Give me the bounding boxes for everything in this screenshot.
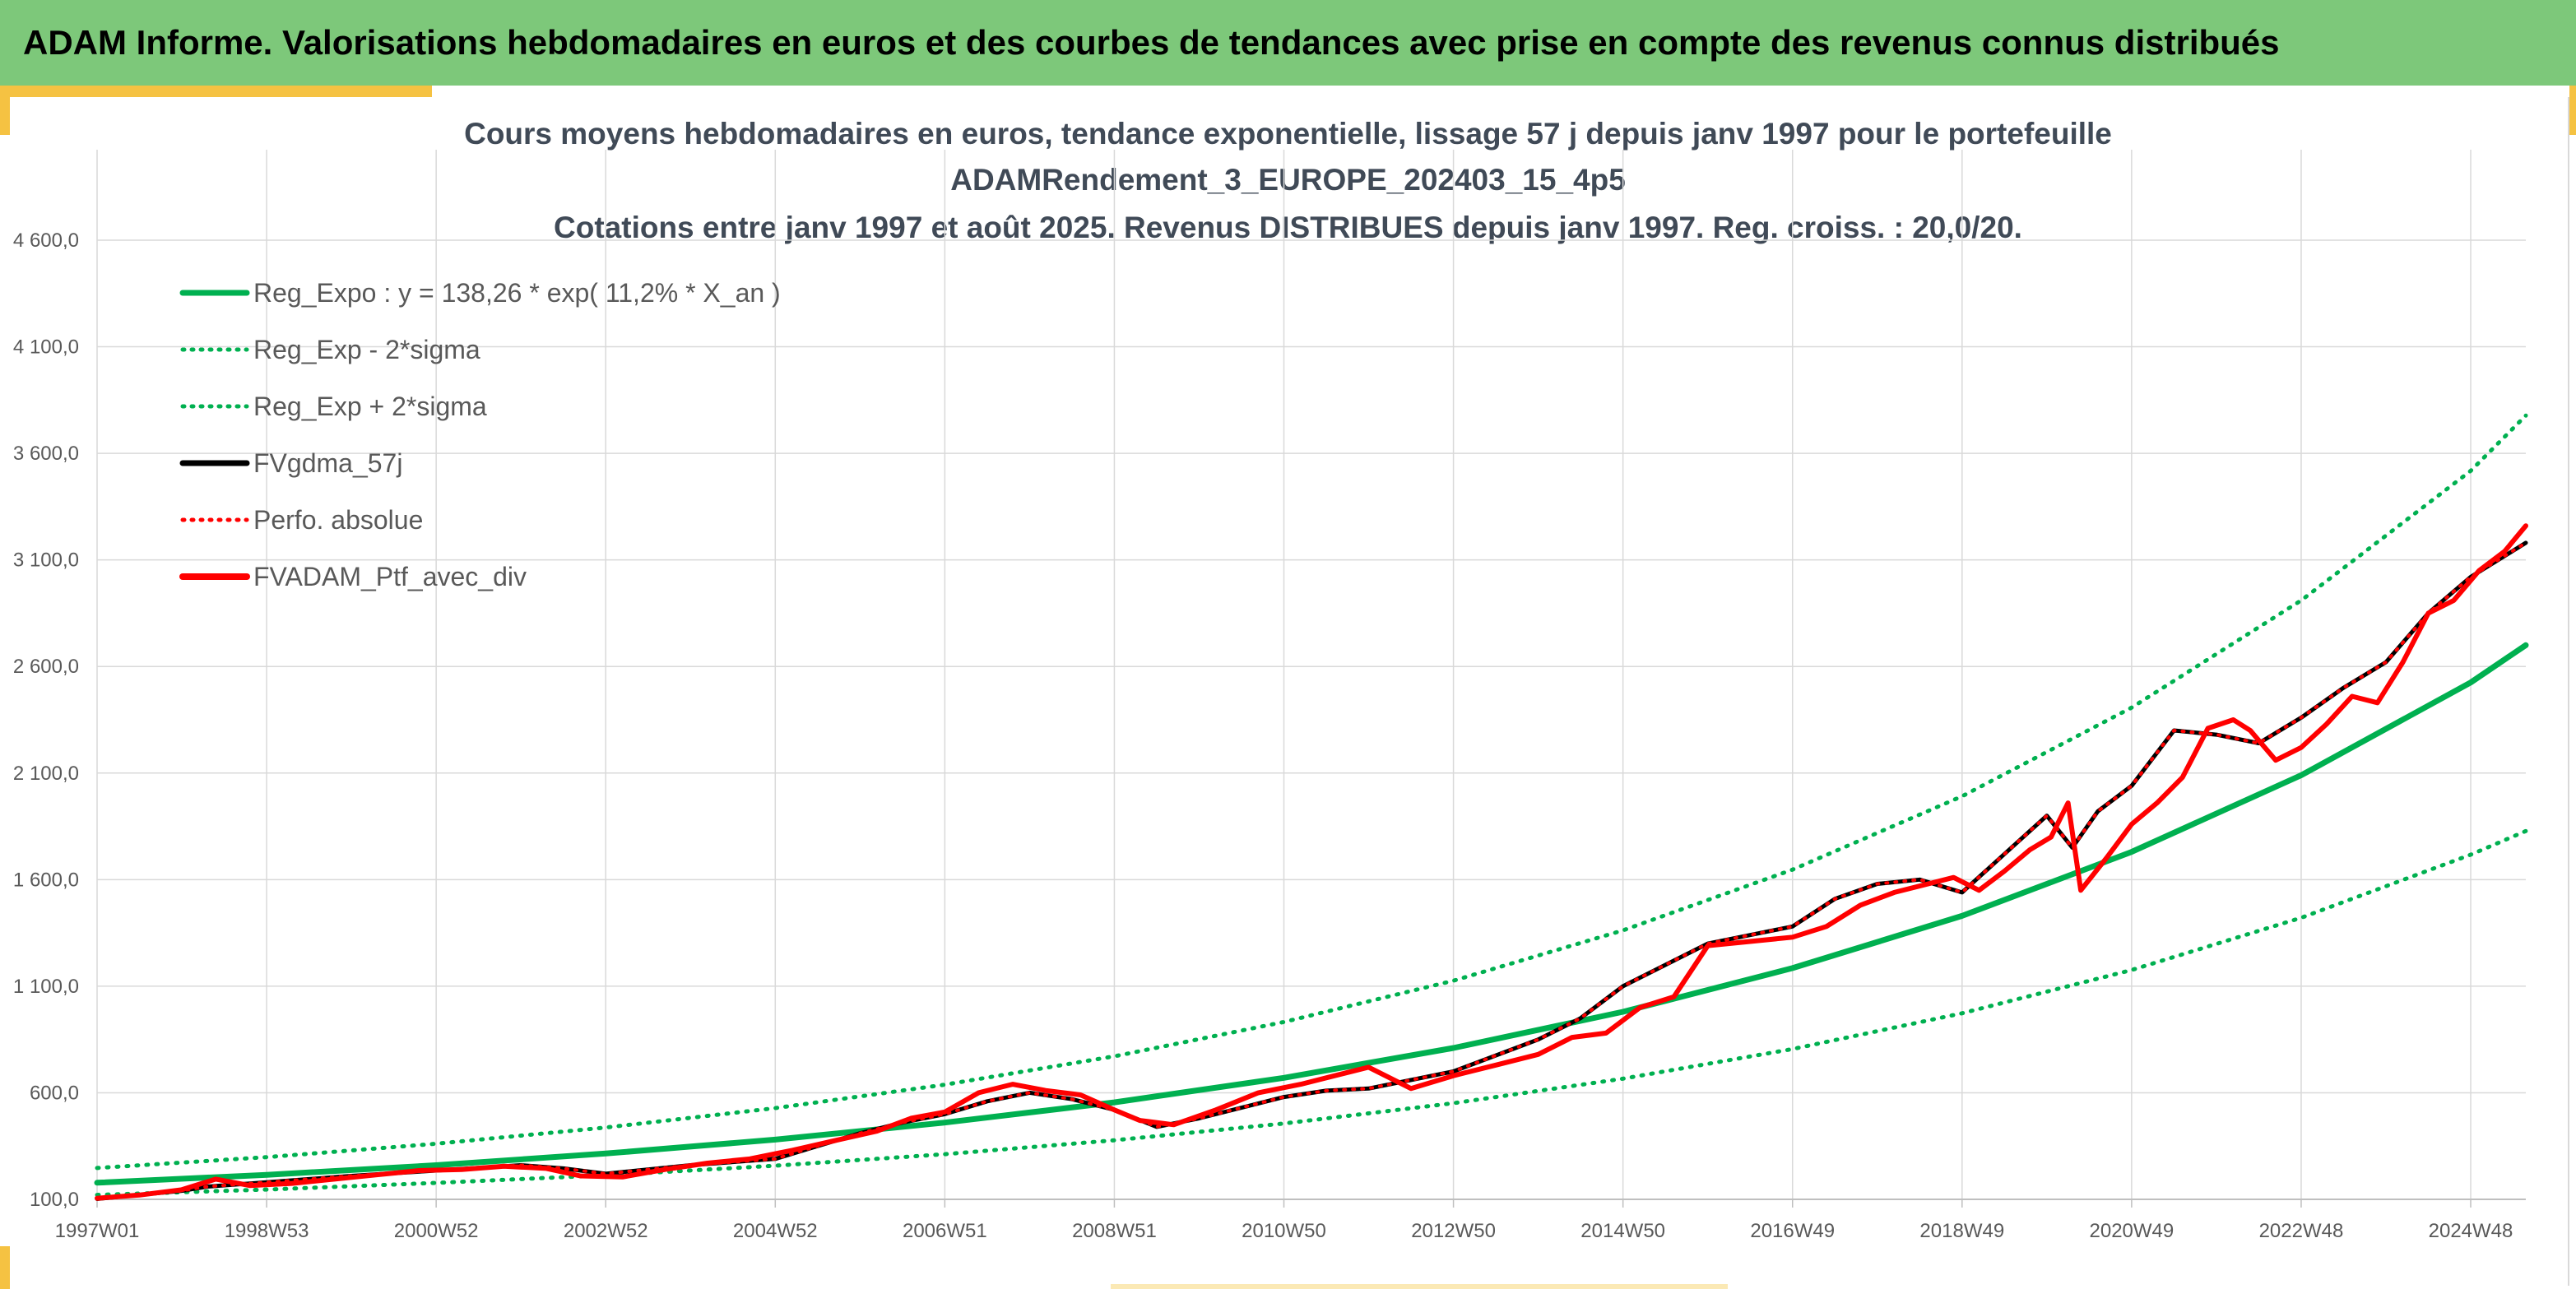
- x-tick-label: 2016W49: [1750, 1220, 1835, 1242]
- x-tick-label: 1997W01: [55, 1220, 140, 1242]
- legend-label: FVgdma_57j: [253, 448, 402, 478]
- banner-title: ADAM Informe. Valorisations hebdomadaire…: [23, 23, 2280, 62]
- y-tick-label: 600,0: [30, 1082, 79, 1104]
- chart-title-line-3: Cotations entre janv 1997 et août 2025. …: [554, 211, 2022, 244]
- y-tick-label: 100,0: [30, 1189, 79, 1211]
- chart-frame: [10, 97, 2569, 1286]
- series-layer: [94, 413, 2529, 1201]
- x-tick-label: 2020W49: [2090, 1220, 2175, 1242]
- y-tick-label: 4 100,0: [13, 336, 79, 359]
- chart-title-line-2: ADAMRendement_3_EUROPE_202403_15_4p5: [950, 163, 1626, 197]
- y-tick-label: 3 100,0: [13, 549, 79, 572]
- series-trend-upper-band: [95, 413, 2528, 1171]
- accent-bar-bottom-left: [0, 1246, 10, 1289]
- x-tick-label: 2004W52: [733, 1220, 818, 1242]
- accent-bar-right: [2569, 86, 2576, 135]
- chart-title-line-1: Cours moyens hebdomadaires en euros, ten…: [464, 117, 2112, 151]
- x-tick-label: 2006W51: [903, 1220, 987, 1242]
- series-trend-line: [94, 642, 2529, 1186]
- legend-label: Reg_Expo : y = 138,26 * exp( 11,2% * X_a…: [253, 278, 781, 308]
- x-tick-label: 2000W52: [394, 1220, 479, 1242]
- accent-bar-top-left: [0, 86, 432, 97]
- series-absolute-perf-line: [95, 540, 2527, 1201]
- x-tick-label: 2024W48: [2429, 1220, 2513, 1242]
- series-smoothed-line: [95, 540, 2528, 1201]
- legend-label: FVADAM_Ptf_avec_div: [253, 562, 527, 591]
- accent-bar-left: [0, 86, 10, 135]
- y-tick-label: 2 600,0: [13, 656, 79, 678]
- x-tick-label: 2010W50: [1242, 1220, 1326, 1242]
- y-tick-label: 1 600,0: [13, 869, 79, 891]
- x-tick-label: 1998W53: [225, 1220, 309, 1242]
- y-tick-label: 2 100,0: [13, 763, 79, 785]
- x-tick-label: 2008W51: [1072, 1220, 1157, 1242]
- accent-bar-bottom: [1111, 1284, 1728, 1289]
- series-trend-lower-band: [95, 828, 2528, 1198]
- header-banner: ADAM Informe. Valorisations hebdomadaire…: [0, 0, 2576, 86]
- x-tick-label: 2002W52: [564, 1220, 648, 1242]
- legend-label: Perfo. absolue: [253, 505, 423, 535]
- y-tick-label: 4 600,0: [13, 230, 79, 252]
- x-tick-label: 2018W49: [1919, 1220, 2004, 1242]
- y-tick-label: 3 600,0: [13, 443, 79, 465]
- series-portfolio-line: [95, 523, 2528, 1201]
- legend: Reg_Expo : y = 138,26 * exp( 11,2% * X_a…: [179, 278, 781, 591]
- y-tick-label: 1 100,0: [13, 976, 79, 998]
- x-tick-label: 2014W50: [1580, 1220, 1665, 1242]
- x-tick-label: 2012W50: [1411, 1220, 1496, 1242]
- legend-label: Reg_Exp + 2*sigma: [253, 392, 487, 421]
- axis-layer: 100,0 600,0 1 100,0 1 600,0 2 100,0 2 600,0 3 …: [13, 230, 2526, 1242]
- legend-label: Reg_Exp - 2*sigma: [253, 335, 480, 364]
- x-tick-label: 2022W48: [2259, 1220, 2344, 1242]
